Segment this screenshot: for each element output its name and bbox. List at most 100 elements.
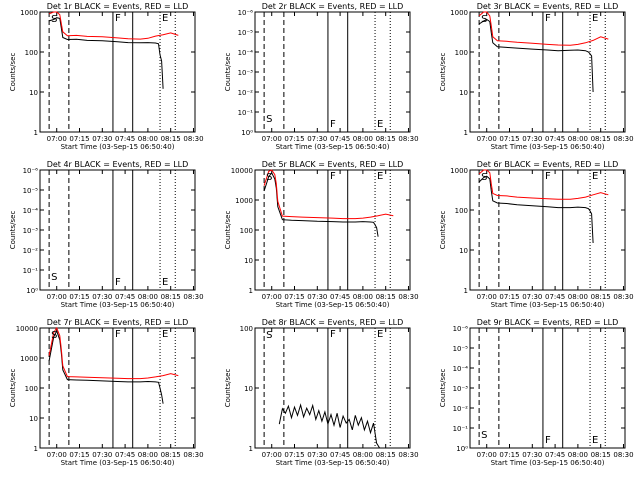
marker-s: S — [481, 172, 487, 183]
plot-frame — [469, 11, 626, 133]
marker-f: F — [115, 277, 121, 288]
y-tick-label: 10⁻⁵ — [23, 187, 39, 195]
y-tick-label: 10 — [459, 89, 468, 97]
plot-title: Det 5r BLACK = Events, RED = LLD — [262, 160, 404, 169]
marker-s: S — [266, 330, 272, 341]
x-tick-label: 07:45 — [115, 451, 135, 459]
x-tick-label: 07:45 — [330, 135, 350, 143]
x-tick-label: 08:00 — [138, 293, 158, 301]
y-tick-label: 10 — [29, 89, 38, 97]
y-axis-label: Counts/sec — [9, 369, 17, 408]
x-tick-label: 07:30 — [307, 293, 327, 301]
marker-f: F — [330, 171, 336, 182]
x-axis-label: Start Time (03-Sep-15 06:50:40) — [276, 143, 390, 151]
x-tick-label: 08:30 — [398, 451, 418, 459]
x-tick-label: 07:00 — [47, 293, 67, 301]
marker-f: F — [330, 329, 336, 340]
y-tick-label: 10⁻¹ — [23, 267, 39, 275]
y-tick-label: 1000 — [235, 197, 253, 205]
marker-s: S — [266, 172, 272, 183]
x-tick-label: 08:00 — [353, 135, 373, 143]
x-tick-label: 07:15 — [284, 451, 304, 459]
x-tick-label: 08:00 — [568, 451, 588, 459]
y-tick-label: 10⁻⁶ — [453, 325, 469, 333]
marker-s: S — [51, 330, 57, 341]
y-tick-label: 1 — [464, 287, 468, 295]
marker-s: S — [481, 14, 487, 25]
series-lld — [48, 11, 179, 40]
x-tick-label: 08:30 — [613, 135, 633, 143]
x-tick-label: 08:15 — [376, 293, 396, 301]
y-tick-label: 10000 — [16, 325, 38, 333]
y-axis-label: Counts/sec — [224, 369, 232, 408]
y-tick-label: 10⁻³ — [238, 69, 254, 77]
y-axis-label: Counts/sec — [439, 369, 447, 408]
marker-s: S — [481, 430, 487, 441]
x-tick-label: 08:00 — [138, 135, 158, 143]
x-tick-label: 07:45 — [115, 135, 135, 143]
plot-title: Det 2r BLACK = Events, RED = LLD — [262, 2, 404, 11]
x-tick-label: 07:00 — [262, 293, 282, 301]
y-tick-label: 10⁻⁴ — [453, 365, 469, 373]
plot-frame — [39, 327, 196, 449]
marker-e: E — [592, 435, 598, 446]
series-events — [263, 171, 379, 237]
marker-f: F — [545, 171, 551, 182]
y-tick-label: 100 — [25, 385, 38, 393]
y-tick-label: 1000 — [20, 9, 38, 17]
y-tick-label: 10⁻¹ — [238, 109, 254, 117]
y-tick-label: 10⁰ — [26, 287, 38, 295]
y-tick-label: 100 — [455, 207, 468, 215]
x-tick-label: 07:30 — [307, 135, 327, 143]
series-events — [48, 17, 164, 89]
y-tick-label: 10 — [29, 415, 38, 423]
x-tick-label: 07:00 — [477, 293, 497, 301]
y-tick-label: 10⁻⁶ — [238, 9, 254, 17]
x-tick-label: 07:15 — [284, 135, 304, 143]
x-tick-label: 07:45 — [545, 293, 565, 301]
x-tick-label: 08:15 — [591, 293, 611, 301]
marker-f: F — [330, 119, 336, 130]
x-tick-label: 07:45 — [330, 293, 350, 301]
y-axis-label: Counts/sec — [9, 211, 17, 250]
x-tick-label: 08:15 — [161, 293, 181, 301]
x-tick-label: 07:15 — [499, 451, 519, 459]
x-axis-label: Start Time (03-Sep-15 06:50:40) — [491, 143, 605, 151]
x-tick-label: 08:15 — [161, 451, 181, 459]
x-tick-label: 07:15 — [284, 293, 304, 301]
marker-f: F — [545, 435, 551, 446]
x-axis-label: Start Time (03-Sep-15 06:50:40) — [276, 301, 390, 309]
y-tick-label: 100 — [240, 227, 253, 235]
marker-f: F — [545, 13, 551, 24]
x-tick-label: 07:30 — [522, 135, 542, 143]
y-tick-label: 10 — [244, 257, 253, 265]
plot-title: Det 3r BLACK = Events, RED = LLD — [477, 2, 619, 11]
plot-frame — [469, 327, 626, 449]
x-tick-label: 08:30 — [613, 451, 633, 459]
marker-e: E — [377, 329, 383, 340]
y-tick-label: 10⁻⁴ — [238, 49, 254, 57]
y-tick-label: 10 — [244, 385, 253, 393]
x-tick-label: 08:30 — [398, 293, 418, 301]
y-tick-label: 1000 — [450, 167, 468, 175]
x-tick-label: 07:45 — [115, 293, 135, 301]
x-tick-label: 08:00 — [353, 293, 373, 301]
x-tick-label: 07:00 — [262, 135, 282, 143]
series-lld — [478, 169, 609, 200]
y-tick-label: 10⁻³ — [23, 227, 39, 235]
y-tick-label: 10⁻⁶ — [23, 167, 39, 175]
x-tick-label: 07:45 — [330, 451, 350, 459]
marker-s: S — [51, 272, 57, 283]
x-axis-label: Start Time (03-Sep-15 06:50:40) — [491, 459, 605, 467]
plot-frame — [254, 327, 411, 449]
marker-e: E — [162, 13, 168, 24]
y-axis-label: Counts/sec — [439, 211, 447, 250]
y-tick-label: 10⁻³ — [453, 385, 469, 393]
series-events — [478, 18, 594, 93]
y-tick-label: 1 — [34, 129, 38, 137]
